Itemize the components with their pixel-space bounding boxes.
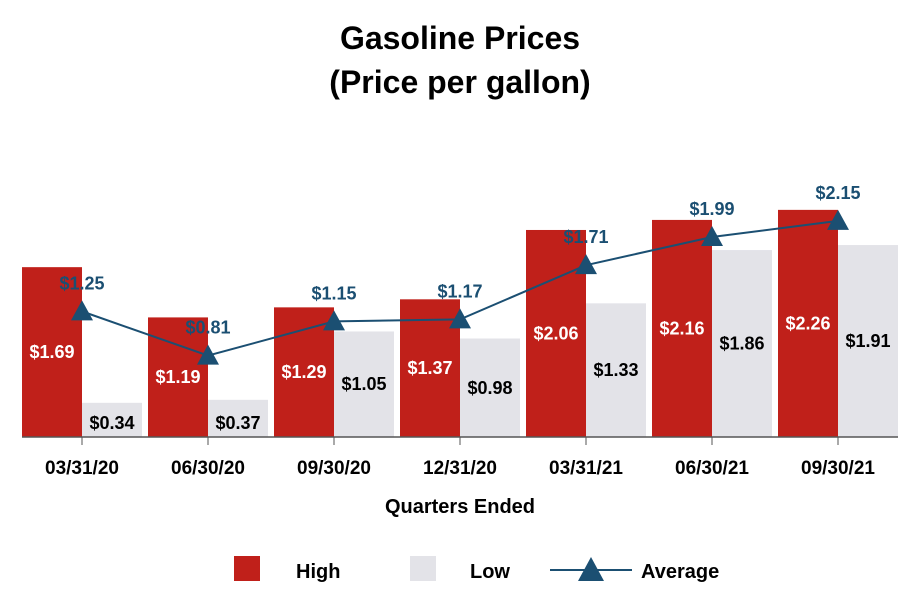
average-marker-7: [827, 209, 849, 230]
label-average-7: $2.15: [815, 183, 860, 203]
x-axis-label: Quarters Ended: [385, 496, 535, 518]
legend-low-label: Low: [470, 561, 510, 583]
label-high-1: $1.69: [29, 342, 74, 362]
average-marker-4: [449, 308, 471, 329]
x-tick-label-6: 06/30/21: [675, 458, 749, 479]
bar-low-5: [586, 303, 646, 437]
x-axis: 03/31/20 06/30/20 09/30/20 12/31/20 03/31/21…: [22, 436, 898, 479]
bar-high-1: [22, 267, 82, 437]
label-low-5: $1.33: [593, 360, 638, 380]
legend-high-label: High: [296, 561, 340, 583]
bar-high-6: [652, 219, 712, 437]
legend-low-swatch: [410, 556, 436, 581]
bar-low-2: [208, 399, 268, 437]
legend-average-marker: [578, 557, 604, 581]
bar-low-4: [460, 338, 520, 437]
label-high-7: $2.26: [785, 313, 830, 333]
x-tick-label-5: 03/31/21: [549, 458, 623, 479]
average-marker-3: [323, 310, 345, 331]
label-average-4: $1.17: [437, 281, 482, 301]
bar-low-3: [334, 331, 394, 437]
label-low-6: $1.86: [719, 334, 764, 354]
x-tick-label-1: 03/31/20: [45, 458, 119, 479]
label-high-2: $1.19: [155, 367, 200, 387]
label-average-6: $1.99: [689, 199, 734, 219]
label-average-5: $1.71: [563, 227, 608, 247]
average-marker-2: [197, 344, 219, 365]
legend-average-label: Average: [641, 561, 719, 583]
x-tick-label-2: 06/30/20: [171, 458, 245, 479]
average-marker-5: [575, 254, 597, 275]
x-tick-label-3: 09/30/20: [297, 458, 371, 479]
legend-high-swatch: [234, 556, 260, 581]
average-marker-6: [701, 226, 723, 247]
bars-layer: $1.69 $0.34 $1.19 $0.37 $1.29 $1.05 $1.37 $0.98…: [22, 209, 898, 437]
chart-subtitle: (Price per gallon): [329, 64, 590, 100]
label-average-1: $1.25: [59, 273, 104, 293]
x-tick-label-7: 09/30/21: [801, 458, 875, 479]
label-high-4: $1.37: [407, 358, 452, 378]
label-average-2: $0.81: [185, 318, 230, 338]
bar-high-7: [778, 209, 838, 437]
label-high-6: $2.16: [659, 318, 704, 338]
bar-high-4: [400, 299, 460, 437]
label-low-2: $0.37: [215, 413, 260, 433]
legend: High Low Average: [234, 556, 719, 583]
label-low-4: $0.98: [467, 378, 512, 398]
label-low-1: $0.34: [89, 413, 134, 433]
bar-low-6: [712, 250, 772, 437]
x-tick-label-4: 12/31/20: [423, 458, 497, 479]
average-marker-1: [71, 300, 93, 321]
label-high-5: $2.06: [533, 323, 578, 343]
bar-high-5: [526, 229, 586, 437]
label-average-3: $1.15: [311, 283, 356, 303]
average-line-layer: $1.25 $0.81 $1.15 $1.17 $1.71 $1.99 $2.15: [59, 183, 861, 365]
bar-low-1: [82, 402, 142, 437]
label-low-3: $1.05: [341, 374, 386, 394]
chart-title: Gasoline Prices: [340, 20, 580, 56]
bar-low-7: [838, 245, 898, 437]
label-high-3: $1.29: [281, 362, 326, 382]
label-low-7: $1.91: [845, 331, 890, 351]
